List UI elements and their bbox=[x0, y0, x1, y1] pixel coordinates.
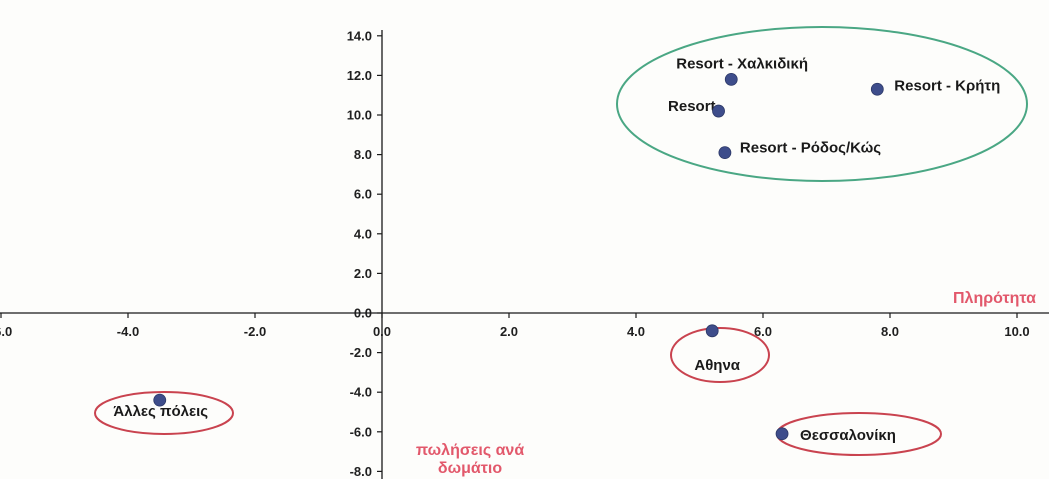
y-tick-label: -6.0 bbox=[350, 424, 372, 439]
y-tick-label: 2.0 bbox=[354, 266, 372, 281]
data-point bbox=[775, 427, 789, 441]
x-axis-title: Πληρότητα bbox=[953, 290, 1036, 307]
y-tick-label: -4.0 bbox=[350, 385, 372, 400]
point-labels: Resort - Χαλκιδική Resort - Κρήτη Resort Re… bbox=[113, 55, 1000, 443]
x-tick-label: 6.0 bbox=[754, 324, 772, 339]
x-tick-label: 10.0 bbox=[1004, 324, 1029, 339]
highlight-ellipses bbox=[94, 26, 1028, 456]
data-point bbox=[153, 393, 167, 407]
x-tick-label: 8.0 bbox=[881, 324, 899, 339]
y-tick-label: 0.0 bbox=[354, 306, 372, 321]
data-points bbox=[153, 72, 884, 441]
y-tick-label: -2.0 bbox=[350, 345, 372, 360]
other-cities-highlight bbox=[94, 391, 234, 435]
y-tick-label: -8.0 bbox=[350, 464, 372, 479]
point-label: Resort - Χαλκιδική bbox=[676, 55, 808, 72]
point-label: Resort - Ρόδος/Κώς bbox=[740, 140, 881, 157]
y-axis-title-line-2: δωμάτιο bbox=[438, 460, 502, 477]
y-tick-label: 10.0 bbox=[347, 108, 372, 123]
y-tick-label: 14.0 bbox=[347, 28, 372, 43]
x-tick-label: 4.0 bbox=[627, 324, 645, 339]
x-axis-ticks: -6.0 -4.0 -2.0 0.0 2.0 4.0 6.0 8.0 10.0 bbox=[0, 313, 1030, 339]
data-point bbox=[712, 104, 725, 118]
y-tick-label: 8.0 bbox=[354, 147, 372, 162]
x-tick-label: -2.0 bbox=[244, 324, 266, 339]
point-label: Άλλες πόλεις bbox=[113, 403, 208, 420]
data-point bbox=[870, 82, 884, 96]
y-axis-title-line-1: πωλήσεις ανά bbox=[416, 442, 524, 459]
y-tick-label: 4.0 bbox=[354, 226, 372, 241]
x-tick-label: 2.0 bbox=[500, 324, 518, 339]
point-label: Αθηνα bbox=[694, 357, 740, 374]
point-label: Resort - Κρήτη bbox=[894, 77, 1000, 94]
point-label: Resort bbox=[668, 98, 716, 115]
data-point bbox=[718, 146, 732, 160]
resort-cluster-highlight bbox=[616, 26, 1028, 182]
point-label: Θεσσαλονίκη bbox=[800, 427, 896, 444]
data-point bbox=[724, 72, 738, 86]
y-axis-ticks: 14.0 12.0 10.0 8.0 6.0 4.0 2.0 0.0 -2.0 -4.0 -6.0 -… bbox=[347, 28, 382, 479]
x-tick-label: -4.0 bbox=[117, 324, 139, 339]
data-point bbox=[705, 324, 719, 338]
y-tick-label: 12.0 bbox=[347, 68, 372, 83]
x-tick-label: -6.0 bbox=[0, 324, 12, 339]
x-tick-label: 0.0 bbox=[373, 324, 391, 339]
athens-highlight bbox=[670, 327, 770, 383]
y-tick-label: 6.0 bbox=[354, 187, 372, 202]
